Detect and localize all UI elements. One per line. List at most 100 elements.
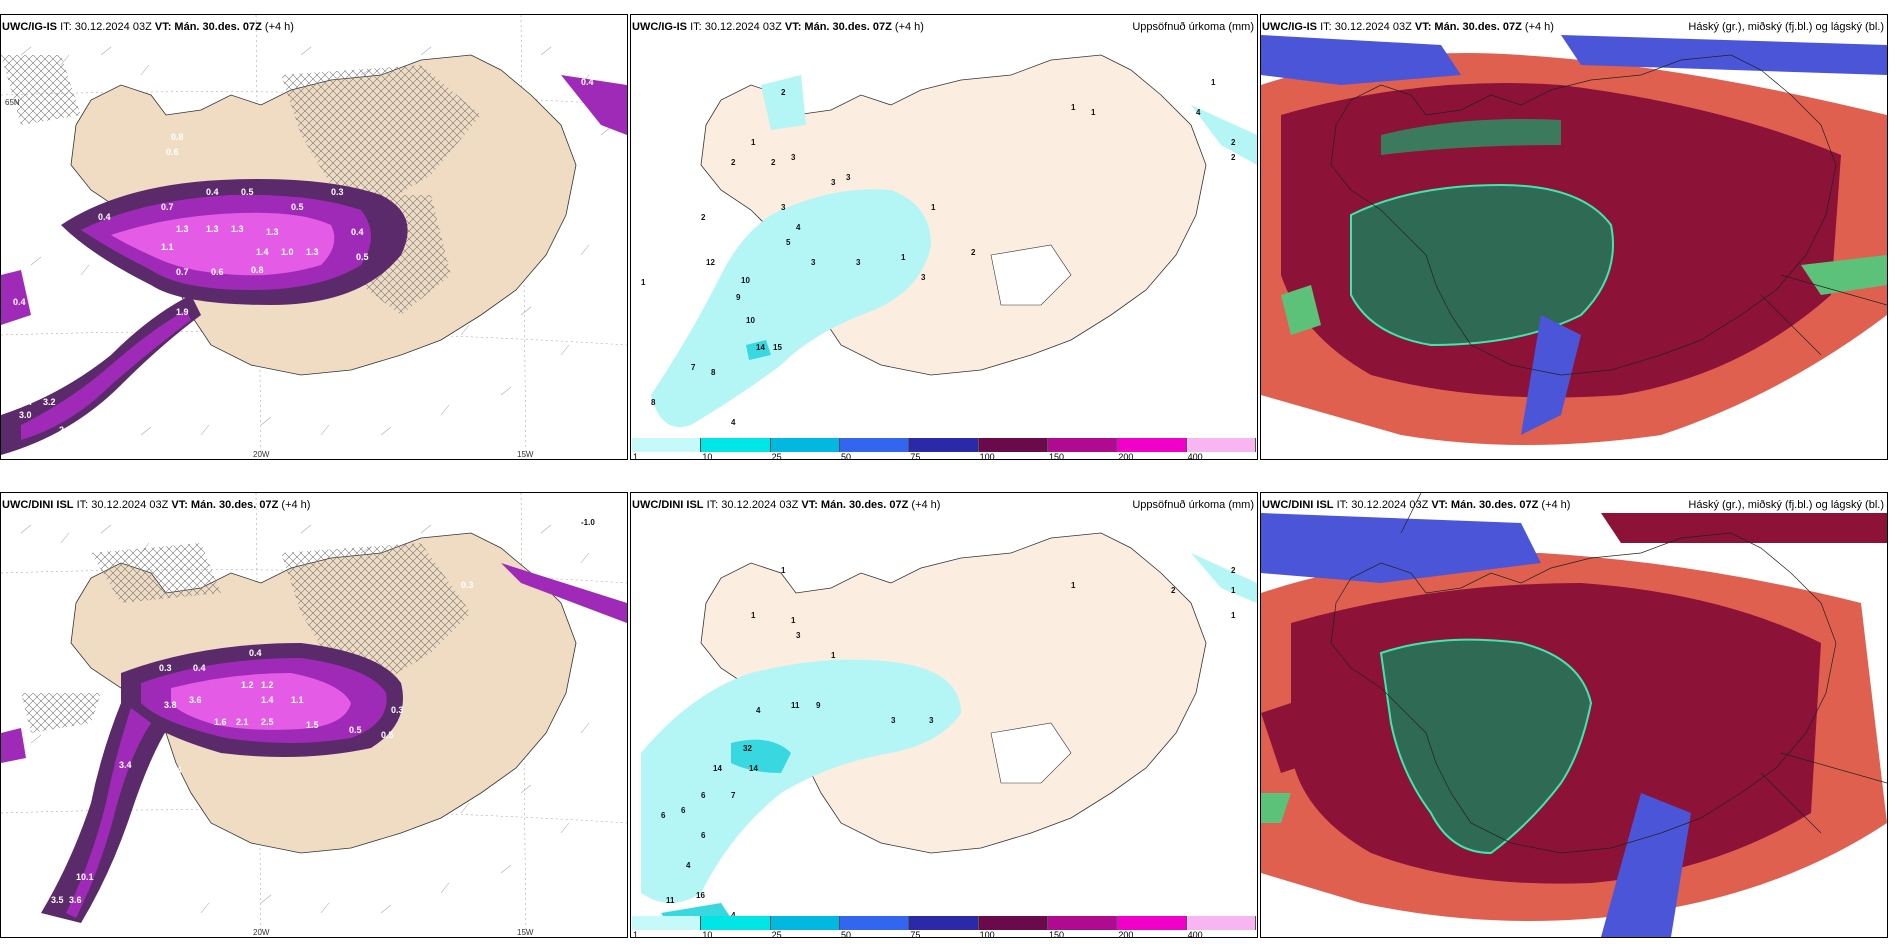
label: 0.5 xyxy=(381,730,394,740)
label: 8 xyxy=(651,398,656,407)
colorbar-segment xyxy=(1048,438,1118,452)
label: 2 xyxy=(781,88,786,97)
label: 0.4 xyxy=(249,648,262,658)
label: 2 xyxy=(701,213,706,222)
label: 16 xyxy=(696,891,705,900)
panel-igis-precip-wind: 1.3 1.3 1.3 1.3 1.1 1.4 1.0 1.3 0.4 0.7 … xyxy=(0,14,628,460)
map-canvas xyxy=(1261,493,1887,937)
colorbar-segment xyxy=(770,438,840,452)
label: 0.7 xyxy=(36,913,49,923)
label: 0.6 xyxy=(166,147,179,157)
colorbar-segment xyxy=(840,916,910,930)
panel-igis-accum-precip: 2 1 2 2 3 2 3 4 5 12 10 9 10 14 15 8 7 8… xyxy=(630,14,1258,460)
label: 0.4 xyxy=(351,227,364,237)
label: 0.3 xyxy=(159,663,172,673)
label: 11 xyxy=(666,896,675,905)
label: 2 xyxy=(731,158,736,167)
label: 3 xyxy=(796,631,801,640)
label: 1.5 xyxy=(306,720,319,730)
colorbar-label: 1 xyxy=(633,452,639,460)
colorbar-label: 10 xyxy=(702,930,713,938)
label: 2.0 xyxy=(59,425,72,435)
precip-labels: 1 1 1 3 4 11 9 32 14 14 7 6 6 6 6 4 11 1… xyxy=(661,566,1236,920)
colorbar: 1 10 25 50 75 100 150 200 400 xyxy=(632,916,1256,938)
colorbar-label: 150 xyxy=(1049,930,1065,938)
glacier-white xyxy=(990,244,1072,306)
label: 2 xyxy=(771,158,776,167)
colorbar-label: 25 xyxy=(771,930,782,938)
label: 0.6 xyxy=(211,267,224,277)
label: 1 xyxy=(1231,586,1236,595)
label: 3 xyxy=(891,716,896,725)
label: 10 xyxy=(746,316,755,325)
colorbar-label: 200 xyxy=(1118,452,1134,460)
colorbar-segment xyxy=(770,916,840,930)
label: 1 xyxy=(641,278,646,287)
label: 3.5 xyxy=(99,420,112,430)
field-label: Háský (gr.), miðský (fj.bl.) og lágský (… xyxy=(1688,21,1884,33)
label: 0.7 xyxy=(176,267,189,277)
colorbar-segment xyxy=(1186,438,1256,452)
colorbar-label: 75 xyxy=(910,930,921,938)
label: 2 xyxy=(1171,586,1176,595)
colorbar-segment xyxy=(701,438,771,452)
colorbar-segment xyxy=(1117,438,1187,452)
map-canvas: 2 1 2 2 3 2 3 4 5 12 10 9 10 14 15 8 7 8… xyxy=(631,15,1257,459)
colorbar-label: 400 xyxy=(1187,452,1203,460)
label: 0.5 xyxy=(349,725,362,735)
label: 4 xyxy=(731,911,736,920)
label: 7 xyxy=(731,791,736,800)
label: 14 xyxy=(749,764,758,773)
colorbar-label: 75 xyxy=(910,452,921,460)
label: 6 xyxy=(701,831,706,840)
label: 1 xyxy=(751,611,756,620)
colorbar-segment xyxy=(632,438,702,452)
label: 1.3 xyxy=(206,224,219,234)
colorbar-label: 25 xyxy=(771,452,782,460)
label: 1 xyxy=(1091,108,1096,117)
label: 6 xyxy=(681,806,686,815)
label: 2 xyxy=(971,248,976,257)
lon-label: 15W xyxy=(517,928,534,937)
label: 0.5 xyxy=(356,252,369,262)
colorbar-label: 10 xyxy=(702,452,713,460)
colorbar-segment xyxy=(1186,916,1256,930)
label: 4 xyxy=(756,706,761,715)
label: 2 xyxy=(1231,138,1236,147)
lon-label: 20W xyxy=(253,450,270,459)
label: -1.0 xyxy=(581,518,595,527)
colorbar-label: 100 xyxy=(979,930,995,938)
label: 1.1 xyxy=(291,695,304,705)
colorbar-segment xyxy=(632,916,702,930)
field-label: Háský (gr.), miðský (fj.bl.) og lágský (… xyxy=(1688,499,1884,511)
field-label: Uppsöfnuð úrkoma (mm) xyxy=(1132,499,1254,511)
label: 1 xyxy=(931,203,936,212)
label: 2.5 xyxy=(261,717,274,727)
panel-header: UWC/DINI ISL IT: 30.12.2024 03Z VT: Mán.… xyxy=(2,499,311,511)
panel-header: UWC/IG-IS IT: 30.12.2024 03Z VT: Mán. 30… xyxy=(632,21,924,33)
label: 3.7 xyxy=(21,397,34,407)
label: 0.5 xyxy=(291,202,304,212)
label: 2.9 xyxy=(146,785,159,795)
label: 2.4 xyxy=(169,765,182,775)
label: 4 xyxy=(686,861,691,870)
precip-labels: 1.3 1.3 1.3 1.3 1.1 1.4 1.0 1.3 0.4 0.7 … xyxy=(13,77,594,435)
label: 1.3 xyxy=(306,247,319,257)
label: 3.4 xyxy=(119,760,132,770)
label: 1 xyxy=(781,566,786,575)
lon-label: 15W xyxy=(517,450,534,459)
label: 0.4 xyxy=(193,663,206,673)
colorbar-label: 50 xyxy=(841,452,852,460)
label: 1 xyxy=(901,253,906,262)
label: 1.4 xyxy=(261,695,274,705)
label: 1.8 xyxy=(161,825,174,835)
panel-dini-clouds: UWC/DINI ISL IT: 30.12.2024 03Z VT: Mán.… xyxy=(1260,492,1888,938)
label: 6 xyxy=(661,811,666,820)
label: 0.7 xyxy=(141,367,154,377)
colorbar: 1 10 25 50 75 100 150 200 400 xyxy=(632,438,1256,460)
label: 2 xyxy=(1231,566,1236,575)
label: 1.3 xyxy=(231,224,244,234)
label: 1.9 xyxy=(176,307,189,317)
label: 3 xyxy=(921,273,926,282)
precip-area xyxy=(641,659,961,903)
